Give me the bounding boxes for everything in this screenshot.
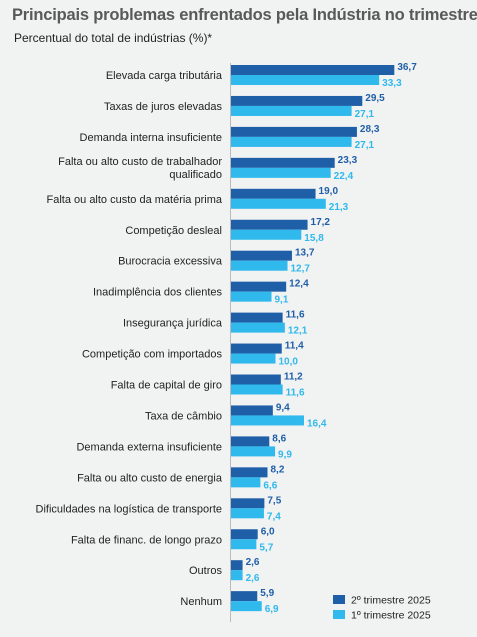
category-label: Taxa de câmbio <box>145 410 222 422</box>
category-label: Taxas de juros elevadas <box>104 101 223 113</box>
bar-q1-2025 <box>231 539 257 550</box>
category-label: Outros <box>189 565 223 577</box>
category-label: Competição com importados <box>82 349 223 361</box>
data-label: 6,6 <box>263 480 277 491</box>
data-label: 12,1 <box>288 326 308 337</box>
data-label: 5,9 <box>260 588 274 599</box>
data-label: 16,4 <box>307 418 327 429</box>
data-label: 9,9 <box>278 449 292 460</box>
data-label: 11,2 <box>284 372 303 383</box>
category-label: Falta de financ. de longo prazo <box>71 534 222 546</box>
category-label: Elevada carga tributária <box>106 70 223 82</box>
bar-q1-2025 <box>231 322 285 333</box>
category-label: Falta ou alto custo de trabalhador qualif… <box>58 156 222 181</box>
category-label: Falta ou alto custo de energia <box>77 472 223 484</box>
bar-q2-2025 <box>231 560 243 571</box>
bar-q1-2025 <box>231 570 243 581</box>
data-label: 19,0 <box>319 186 339 197</box>
data-label: 11,4 <box>285 341 304 352</box>
category-label: Falta de capital de giro <box>111 380 222 392</box>
bar-q2-2025 <box>231 219 308 230</box>
bar-q1-2025 <box>231 601 262 612</box>
data-label: 2,6 <box>246 557 260 568</box>
data-label: 9,1 <box>274 295 288 306</box>
legend-swatch-q2-2025 <box>333 595 345 604</box>
bar-q2-2025 <box>231 126 357 137</box>
data-label: 11,6 <box>286 310 305 321</box>
bar-q1-2025 <box>231 353 276 364</box>
category-label: Inadimplência dos clientes <box>93 287 223 299</box>
data-label: 17,2 <box>311 217 331 228</box>
data-label: 29,5 <box>365 93 385 104</box>
bar-q1-2025 <box>231 384 283 395</box>
bar-q1-2025 <box>231 260 288 271</box>
bar-q2-2025 <box>231 529 258 540</box>
bar-q2-2025 <box>231 281 287 292</box>
bar-q2-2025 <box>231 65 395 75</box>
bar-q2-2025 <box>231 467 268 478</box>
category-label: Nenhum <box>180 596 222 608</box>
bar-q1-2025 <box>231 229 302 240</box>
bar-q2-2025 <box>231 312 283 323</box>
data-label: 6,9 <box>265 604 279 615</box>
bar-q2-2025 <box>231 436 270 447</box>
bar-q2-2025 <box>231 343 282 354</box>
data-label: 8,6 <box>272 433 286 444</box>
legend-label-q1-2025: 1º trimestre 2025 <box>351 610 431 622</box>
legend-label-q2-2025: 2º trimestre 2025 <box>351 595 431 607</box>
data-label: 28,3 <box>360 124 380 135</box>
data-label: 13,7 <box>295 248 315 259</box>
data-label: 12,4 <box>289 279 309 290</box>
bar-q2-2025 <box>231 591 258 602</box>
data-label: 27,1 <box>355 109 375 120</box>
category-label: Demanda interna insuficiente <box>80 132 222 144</box>
bar-q1-2025 <box>231 198 326 209</box>
data-label: 8,2 <box>270 464 284 475</box>
data-label: 5,7 <box>259 542 273 553</box>
bar-q1-2025 <box>231 477 261 488</box>
data-label: 7,5 <box>267 495 281 506</box>
bar-q1-2025 <box>231 136 352 147</box>
data-label: 10,0 <box>279 357 299 368</box>
data-label: 9,4 <box>276 402 290 413</box>
bar-q1-2025 <box>231 415 304 426</box>
bar-q2-2025 <box>231 498 265 509</box>
data-label: 15,8 <box>304 233 324 244</box>
data-label: 36,7 <box>397 62 417 73</box>
category-label: Demanda externa insuficiente <box>76 441 222 453</box>
data-label: 33,3 <box>382 78 402 89</box>
chart-title: Principais problemas enfrentados pela In… <box>12 6 477 24</box>
data-label: 12,7 <box>291 264 311 275</box>
bar-q2-2025 <box>231 374 281 385</box>
data-label: 6,0 <box>261 526 275 537</box>
data-label: 27,1 <box>355 140 375 151</box>
bar-q2-2025 <box>231 405 273 416</box>
data-label: 22,4 <box>334 171 354 182</box>
bar-q1-2025 <box>231 508 264 519</box>
bar-q2-2025 <box>231 250 292 261</box>
data-label: 7,4 <box>267 511 281 522</box>
bar-q1-2025 <box>231 105 352 116</box>
category-label: Falta ou alto custo da matéria prima <box>47 194 223 206</box>
data-label: 11,6 <box>286 388 305 399</box>
data-label: 21,3 <box>329 202 349 213</box>
data-label: 2,6 <box>246 573 260 584</box>
bar-q2-2025 <box>231 95 363 106</box>
category-label: Dificuldades na logística de transporte <box>36 503 223 515</box>
bar-q1-2025 <box>231 291 272 302</box>
category-label: Burocracia excessiva <box>118 256 223 268</box>
data-label: 23,3 <box>338 155 358 166</box>
category-label: Insegurança jurídica <box>123 318 223 330</box>
category-label: Competição desleal <box>125 225 222 237</box>
bar-q1-2025 <box>231 446 276 457</box>
legend-swatch-q1-2025 <box>333 610 345 619</box>
bar-q1-2025 <box>231 167 331 178</box>
bar-q1-2025 <box>231 75 380 85</box>
bar-q2-2025 <box>231 157 335 168</box>
chart-subtitle: Percentual do total de indústrias (%)* <box>14 31 213 45</box>
bar-q2-2025 <box>231 188 316 199</box>
